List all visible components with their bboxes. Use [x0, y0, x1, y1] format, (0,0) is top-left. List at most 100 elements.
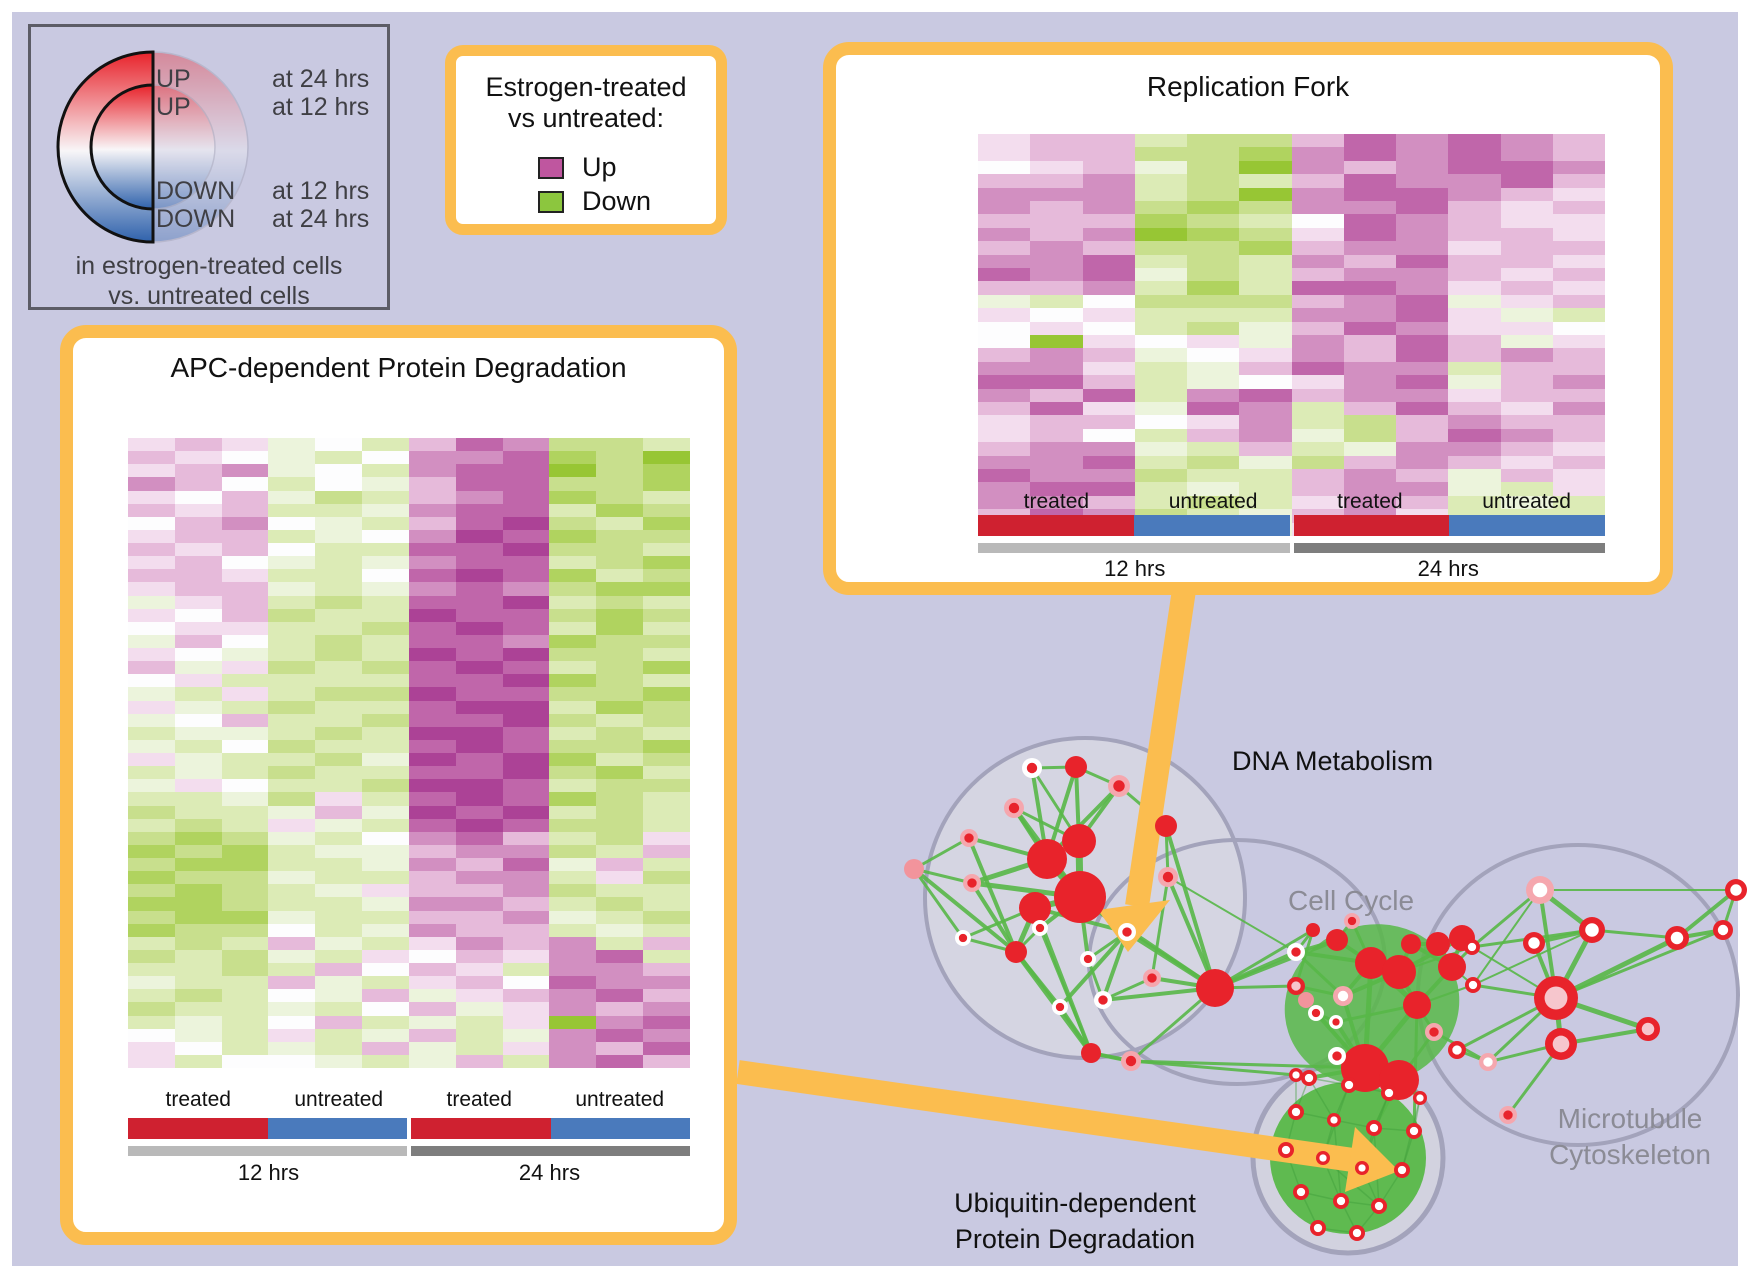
network-edge: [1129, 1059, 1298, 1077]
heatmap-cell: [1448, 468, 1501, 483]
heatmap-cell: [1343, 442, 1396, 456]
heatmap-cell: [362, 976, 409, 990]
ubiquitin-label-2: Protein Degradation: [955, 1224, 1195, 1254]
heatmap-cell: [978, 134, 1031, 148]
heatmap-cell: [1239, 348, 1292, 362]
heatmap-cell: [643, 569, 690, 583]
heatmap-cell: [268, 569, 316, 583]
heatmap-cell: [1030, 482, 1083, 496]
heatmap-cell: [1239, 388, 1292, 402]
heatmap-cell: [221, 661, 269, 675]
heatmap-cell: [315, 661, 363, 675]
heatmap-cell: [1239, 200, 1292, 215]
network-edge: [1675, 888, 1738, 940]
heatmap-cell: [1552, 241, 1605, 255]
heatmap-cell: [1291, 187, 1344, 201]
network-edge-thin: [1308, 1077, 1335, 1121]
heatmap-cell: [174, 569, 222, 583]
heatmap-cell: [1396, 241, 1449, 255]
network-edge: [1472, 929, 1593, 986]
heatmap-cell: [128, 516, 175, 530]
heatmap-cell: [502, 661, 550, 675]
color-legend-title-1: Estrogen-treated: [485, 72, 687, 102]
heatmap-cell: [1500, 375, 1553, 389]
heatmap-cell: [1500, 468, 1553, 483]
heatmap-cell: [549, 451, 597, 465]
apc-title: APC-dependent Protein Degradation: [170, 352, 627, 383]
heatmap-cell: [174, 490, 222, 504]
heatmap-cell: [643, 753, 690, 767]
heatmap-cell: [643, 858, 690, 872]
heatmap-cell: [174, 477, 222, 491]
heatmap-cell: [596, 661, 644, 675]
heatmap-cell: [1552, 361, 1605, 376]
heatmap-cell: [408, 884, 456, 898]
heatmap-cell: [268, 818, 316, 832]
heatmap-cell: [1343, 495, 1396, 510]
heatmap-cell: [221, 464, 269, 478]
heatmap-cell: [174, 556, 222, 570]
replication-fork-title: Replication Fork: [1146, 71, 1350, 102]
heatmap-cell: [315, 543, 363, 557]
heatmap-cell: [1030, 214, 1083, 228]
network-node-core: [1467, 942, 1477, 952]
heatmap-cell: [408, 648, 456, 662]
heatmap-cell: [1134, 294, 1187, 309]
heatmap-cell: [1448, 134, 1501, 148]
heatmap-cell: [643, 529, 690, 543]
heatmap-cell: [408, 477, 456, 491]
heatmap-cell: [643, 831, 690, 845]
heatmap-cell: [1030, 348, 1083, 362]
heatmap-cell: [1239, 281, 1292, 295]
heatmap-cell: [174, 936, 222, 950]
heatmap-cell: [174, 779, 222, 793]
heatmap-cell: [174, 871, 222, 885]
heatmap-cell: [174, 1015, 222, 1029]
heatmap-cell: [362, 556, 409, 570]
heatmap-cell: [978, 294, 1031, 309]
heatmap-cell: [1291, 428, 1344, 443]
heatmap-cell: [643, 713, 690, 727]
heatmap-cell: [315, 923, 363, 937]
heatmap-cell: [1187, 428, 1240, 443]
heatmap-cell: [1343, 160, 1396, 175]
heatmap-cell: [1552, 348, 1605, 362]
heatmap-cell: [502, 516, 550, 530]
heatmap-cell: [1082, 174, 1135, 188]
heatmap-cell: [221, 648, 269, 662]
network-node-core: [1409, 1126, 1419, 1136]
heatmap-cell: [128, 674, 175, 688]
heatmap-cell: [643, 634, 690, 648]
heatmap-cell: [268, 634, 316, 648]
network-node-core: [1319, 1154, 1327, 1162]
heatmap-cell: [408, 831, 456, 845]
heatmap-cell: [1030, 495, 1083, 510]
heatmap-cell: [1500, 281, 1553, 295]
heatmap-cell: [549, 963, 597, 977]
heatmap-cell: [1030, 134, 1083, 148]
heatmap-cell: [1239, 375, 1292, 389]
heatmap-cell: [1552, 214, 1605, 228]
heatmap-cell: [315, 595, 363, 609]
heatmap-cell: [1552, 482, 1605, 496]
network-node-core: [967, 878, 977, 888]
heatmap-cell: [1396, 334, 1449, 349]
heatmap-cell: [128, 556, 175, 570]
heatmap-cell: [362, 595, 409, 609]
heatmap-cell: [408, 1041, 456, 1055]
heatmap-cell: [1082, 160, 1135, 175]
heatmap-cell: [978, 361, 1031, 376]
heatmap-cell: [128, 700, 175, 714]
heatmap-cell: [596, 674, 644, 688]
heatmap-cell: [1082, 375, 1135, 389]
heatmap-cell: [1030, 428, 1083, 443]
heatmap-cell: [1082, 267, 1135, 282]
heatmap-cell: [1187, 468, 1240, 483]
microtubule-label-2: Cytoskeleton: [1549, 1139, 1711, 1170]
network-node-core: [1292, 1071, 1300, 1079]
heatmap-cell: [455, 792, 503, 806]
heatmap-cell: [596, 871, 644, 885]
heatmap-cell: [1134, 321, 1187, 335]
heatmap-cell: [268, 1002, 316, 1016]
